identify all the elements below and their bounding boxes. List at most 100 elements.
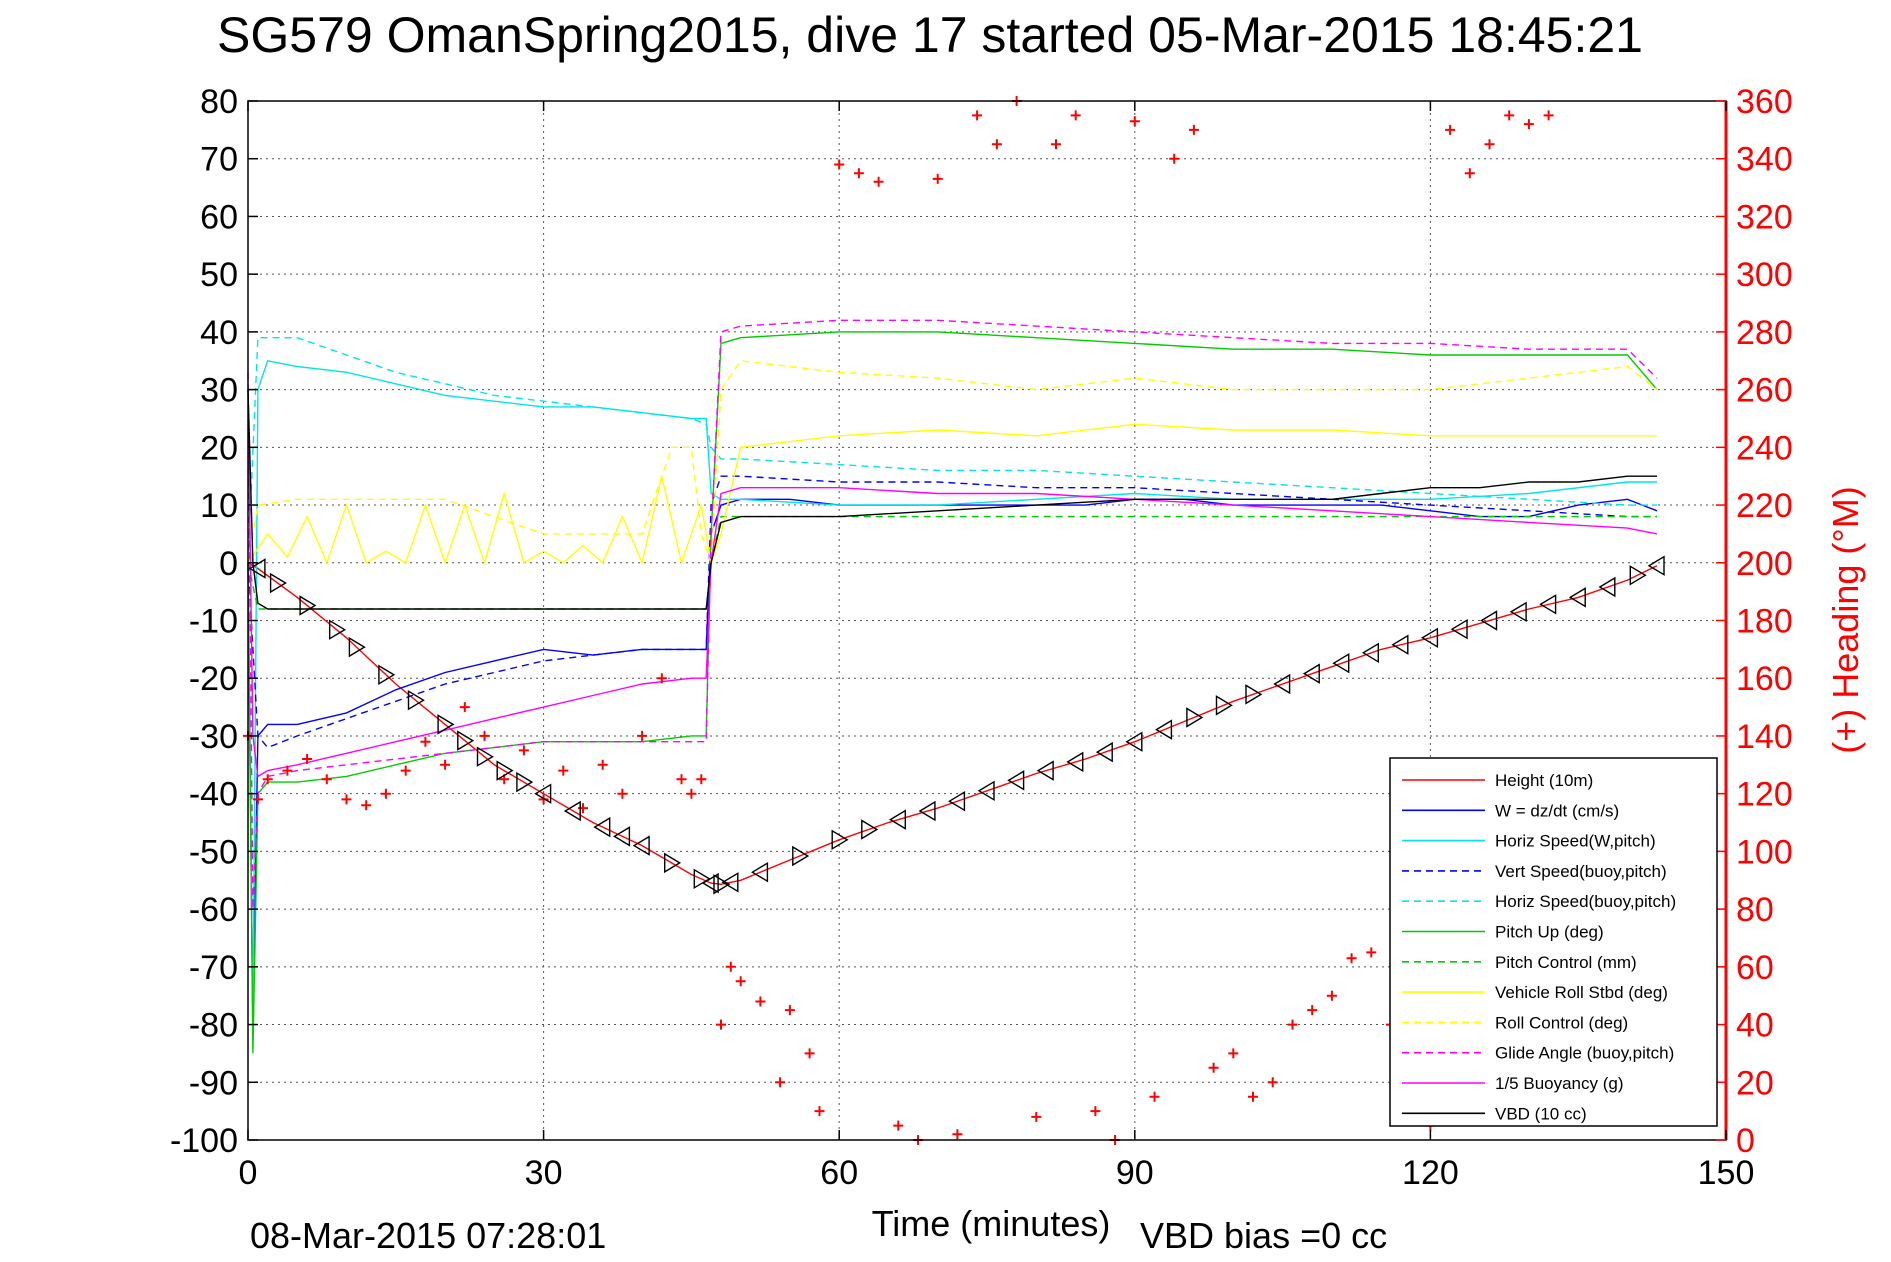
y-right-tick-label: 0 [1736, 1122, 1755, 1160]
y-tick-label: -100 [170, 1122, 238, 1160]
height-marker-triangle [407, 689, 425, 711]
chart-title: SG579 OmanSpring2015, dive 17 started 05… [217, 7, 1643, 63]
y-right-axis-ticks: 3603403203002802602402202001801601401201… [1716, 83, 1793, 1160]
height-marker-triangle [751, 861, 769, 883]
heading-point [1543, 110, 1554, 121]
height-marker-triangle [1066, 751, 1084, 773]
legend-label: Horiz Speed(W,pitch) [1495, 832, 1656, 851]
height-marker-triangle [613, 826, 631, 847]
heading-point [696, 774, 707, 785]
height-marker-triangle [378, 664, 396, 686]
legend-label: 1/5 Buoyancy (g) [1495, 1074, 1624, 1093]
height-marker-triangle [248, 558, 266, 579]
heading-point [1208, 1062, 1219, 1073]
legend-label: Vert Speed(buoy,pitch) [1495, 862, 1667, 881]
x-tick-label: 0 [239, 1154, 258, 1192]
legend-label: Pitch Control (mm) [1495, 953, 1637, 972]
heading-point [814, 1106, 825, 1117]
series-line-7 [247, 515, 1657, 610]
y-tick-label: -30 [189, 718, 238, 756]
heading-point [972, 110, 983, 121]
x-tick-label: 30 [525, 1154, 563, 1192]
height-marker-triangle [1598, 576, 1616, 598]
height-marker-triangle [1302, 663, 1320, 684]
heading-point [400, 765, 411, 776]
heading-point [637, 730, 648, 741]
heading-point [1149, 1091, 1160, 1102]
heading-point [991, 139, 1002, 150]
y-tick-label: -50 [189, 833, 238, 871]
heading-point [420, 736, 431, 747]
x-axis-ticks: 0 30 60 90 120 150 [239, 101, 1755, 1192]
heading-point [252, 794, 263, 805]
heading-point [518, 745, 529, 756]
heading-point [1248, 1091, 1258, 1102]
heading-point [952, 1129, 963, 1140]
legend-label: Glide Angle (buoy,pitch) [1495, 1044, 1674, 1063]
heading-point [282, 765, 293, 776]
heading-point [1366, 947, 1377, 958]
y-right-tick-label: 100 [1736, 833, 1793, 871]
height-marker-triangle [299, 595, 317, 616]
heading-point [1090, 1106, 1101, 1117]
y-tick-label: 10 [200, 487, 238, 525]
heading-point [1464, 168, 1475, 179]
x-tick-label: 60 [820, 1154, 858, 1192]
grid-lines [248, 101, 1726, 1140]
height-marker-triangle [701, 872, 719, 894]
height-marker-triangle [534, 783, 552, 804]
height-marker-triangle [1332, 652, 1350, 674]
heading-point [558, 765, 569, 776]
heading-point [1188, 124, 1199, 135]
x-tick-label: 120 [1402, 1154, 1459, 1192]
height-marker-triangle [713, 874, 731, 895]
height-marker-triangle [348, 636, 366, 658]
heading-point [853, 168, 864, 179]
height-marker-triangle [664, 852, 682, 874]
y-right-tick-label: 60 [1736, 949, 1774, 987]
heading-point [1445, 124, 1456, 135]
heading-point [479, 730, 490, 741]
heading-point [1326, 990, 1337, 1001]
heading-point [656, 673, 667, 684]
height-marker-triangle [1215, 695, 1233, 716]
y-right-tick-label: 300 [1736, 256, 1793, 294]
height-marker-triangle [1647, 555, 1665, 576]
series-line-9 [247, 360, 1658, 564]
height-marker-triangle [1391, 634, 1409, 655]
y-tick-label: -40 [189, 776, 238, 814]
height-marker-triangle [918, 800, 936, 822]
height-marker-triangle [269, 572, 287, 594]
x-tick-label: 150 [1698, 1154, 1755, 1192]
heading-point [1523, 119, 1534, 130]
x-axis-label: Time (minutes) [872, 1203, 1111, 1244]
y-tick-label: 80 [200, 83, 238, 121]
heading-point [804, 1048, 815, 1059]
series-layer [247, 319, 1658, 1054]
heading-point [1267, 1077, 1278, 1088]
height-marker-triangle [457, 730, 475, 751]
legend-label: Pitch Up (deg) [1495, 923, 1604, 942]
height-marker-triangle [1480, 610, 1498, 631]
y-tick-label: -70 [189, 949, 238, 987]
y-tick-label: 70 [200, 141, 238, 179]
heading-point [1504, 110, 1515, 121]
y-tick-label: 60 [200, 198, 238, 236]
heading-point [932, 173, 943, 184]
heading-point [755, 996, 766, 1007]
heading-point [676, 774, 687, 785]
heading-point [1051, 139, 1061, 150]
height-marker-triangle [329, 619, 347, 640]
heading-point [597, 759, 608, 770]
heading-point [361, 800, 372, 811]
y-right-tick-label: 340 [1736, 141, 1793, 179]
legend-label: Roll Control (deg) [1495, 1013, 1628, 1032]
y-right-tick-label: 80 [1736, 891, 1774, 929]
heading-point [341, 794, 352, 805]
heading-point [893, 1120, 904, 1131]
heading-point [725, 961, 736, 972]
height-markers [248, 555, 1665, 895]
series-line-12 [247, 389, 1657, 610]
heading-layer [243, 96, 1554, 1145]
